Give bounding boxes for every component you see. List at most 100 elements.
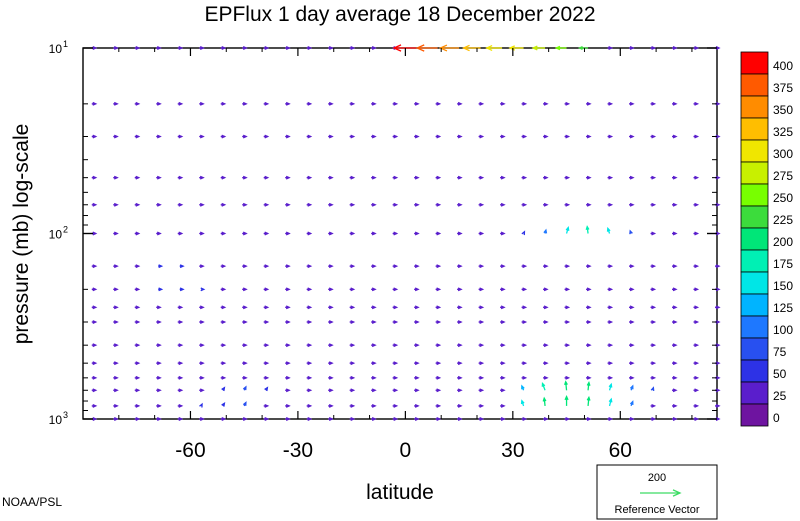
vector-arrow (586, 320, 592, 324)
vector-arrow (306, 343, 313, 348)
vector-arrow (629, 384, 634, 391)
colorbar-label: 75 (773, 345, 787, 359)
vector-arrow (349, 343, 356, 348)
vector-arrow (263, 46, 270, 50)
colorbar-label: 100 (773, 323, 793, 337)
vector-arrow (521, 384, 525, 391)
vector-arrow (113, 264, 119, 269)
vector-arrow (693, 287, 700, 292)
vector-arrow (414, 134, 420, 139)
vector-arrow (328, 46, 334, 50)
colorbar-swatch (740, 95, 769, 119)
vector-arrow (242, 202, 248, 207)
vector-arrow (392, 231, 399, 236)
vector-arrow (91, 134, 98, 139)
vector-arrow (629, 134, 635, 139)
credit-label: NOAA/PSL (2, 495, 62, 509)
vector-arrow (328, 417, 334, 421)
vector-arrow (349, 305, 356, 310)
vector-arrow (543, 175, 549, 180)
vector-arrow (543, 264, 549, 269)
vector-arrow (91, 361, 98, 366)
vector-arrow (629, 417, 635, 421)
vector-arrow (220, 375, 227, 380)
colorbar-label: 400 (773, 59, 793, 73)
vector-arrow (156, 175, 162, 180)
vector-arrow (586, 361, 592, 366)
vector-arrow (672, 305, 678, 310)
vector-arrow (177, 375, 184, 380)
vector-arrow (414, 343, 420, 348)
vector-arrow (306, 287, 313, 292)
vector-arrow (672, 388, 678, 393)
vector-arrow (392, 287, 399, 292)
vector-arrow (392, 388, 399, 393)
vector-arrow (457, 417, 463, 421)
vector-arrow (113, 305, 119, 310)
vector-arrow (541, 381, 546, 391)
vector-arrow (435, 305, 442, 310)
vector-arrow (478, 287, 485, 292)
vector-arrow (285, 175, 291, 180)
vector-arrow (672, 287, 678, 292)
x-tick-label: 30 (501, 439, 524, 462)
vector-arrow (177, 361, 184, 366)
vector-arrow (672, 417, 678, 421)
colorbar-swatch (740, 51, 769, 75)
vector-arrow (414, 305, 420, 310)
vector-arrow (608, 397, 613, 407)
vector-arrow (91, 375, 98, 380)
vector-arrow (629, 264, 635, 269)
vector-arrow (91, 101, 98, 106)
vector-arrow (478, 231, 485, 236)
colorbar-swatch (740, 73, 769, 97)
vector-arrow (500, 320, 506, 324)
vector-arrow (435, 287, 442, 292)
vector-arrow (328, 175, 334, 180)
vector-arrow (134, 361, 141, 366)
vector-arrow (457, 361, 463, 366)
vector-arrow (650, 361, 657, 366)
vector-arrow (457, 134, 463, 139)
vector-arrow (543, 343, 549, 348)
vector-arrow (607, 101, 614, 106)
vector-arrow (500, 361, 506, 366)
vector-arrow (693, 375, 700, 380)
vector-arrow (457, 202, 463, 207)
vector-arrow (220, 305, 227, 310)
vector-arrow (113, 46, 119, 50)
vector-arrow (478, 101, 485, 106)
vector-arrow (179, 264, 185, 269)
vector-arrow (113, 134, 119, 139)
vector-arrow (113, 388, 119, 393)
vector-arrow (521, 264, 528, 269)
vector-arrow (457, 287, 463, 292)
vector-arrow (521, 361, 528, 366)
vector-arrow (564, 134, 571, 139)
vector-arrow (285, 134, 291, 139)
vector-arrow (414, 264, 420, 269)
vector-arrow (113, 343, 119, 348)
vector-arrow (263, 361, 270, 366)
vector-arrow (543, 305, 549, 310)
vector-arrow (199, 134, 205, 139)
vector-arrow (91, 202, 98, 207)
vector-arrow (435, 375, 442, 380)
vector-arrow (478, 388, 485, 393)
vector-arrow (457, 403, 463, 408)
vector-arrow (564, 175, 571, 180)
vector-arrow (478, 361, 485, 366)
vector-arrow (672, 231, 678, 236)
vector-arrow (672, 375, 678, 380)
vector-arrow (500, 375, 506, 380)
vector-arrow (199, 402, 203, 408)
vector-arrow (521, 375, 528, 380)
colorbar-label: 50 (773, 367, 787, 381)
vector-arrow (531, 45, 546, 51)
vector-arrow (263, 101, 270, 106)
colorbar-label: 0 (773, 411, 780, 425)
vector-arrow (91, 175, 98, 180)
vector-arrow (91, 264, 98, 269)
vector-arrow (629, 101, 635, 106)
vector-arrow (134, 403, 141, 408)
